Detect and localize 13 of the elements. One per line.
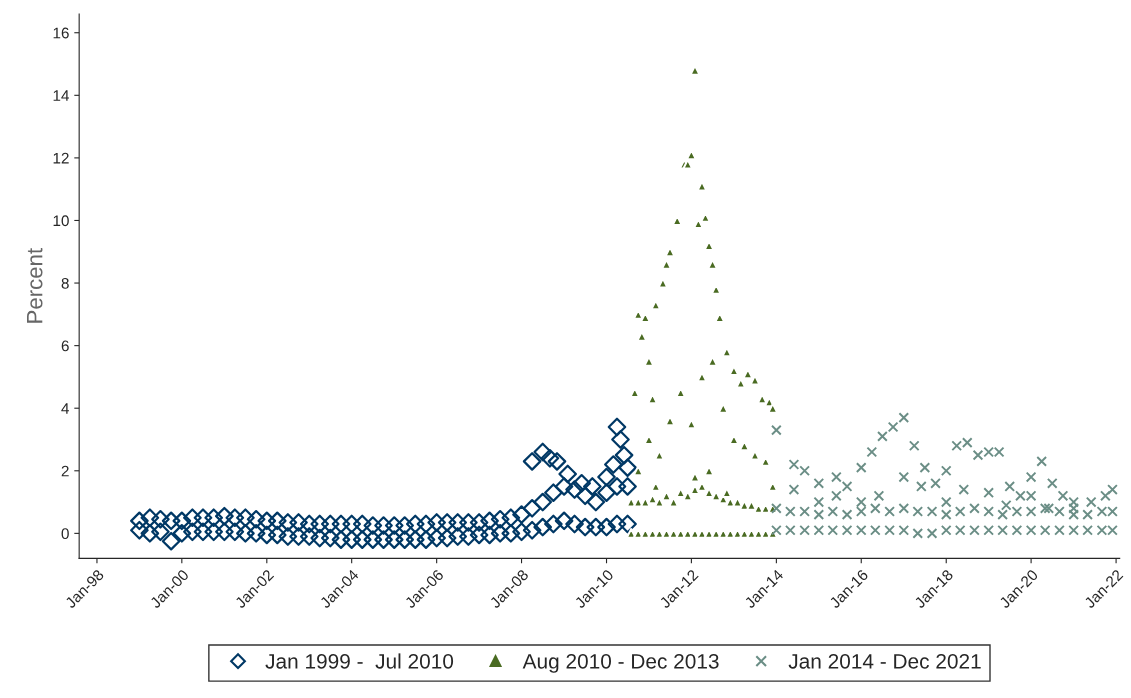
y-tick-label: 0: [61, 528, 69, 540]
y-tick-label: 6: [61, 340, 69, 352]
y-tick-label: 10: [53, 215, 69, 227]
legend-label: Aug 2010 - Dec 2013: [522, 653, 719, 673]
y-tick-label: 16: [53, 27, 69, 39]
y-axis-title: Percent: [27, 248, 43, 323]
legend-label: Jan 2014 - Dec 2021: [788, 653, 981, 669]
legend-label: Jan 1999 - Jul 2010: [265, 653, 454, 669]
y-tick-label: 2: [61, 465, 69, 477]
y-tick-label: 12: [53, 152, 69, 164]
y-tick-label: 14: [53, 90, 69, 101]
y-tick-label: 8: [61, 277, 69, 289]
y-tick-label: 4: [61, 403, 69, 414]
